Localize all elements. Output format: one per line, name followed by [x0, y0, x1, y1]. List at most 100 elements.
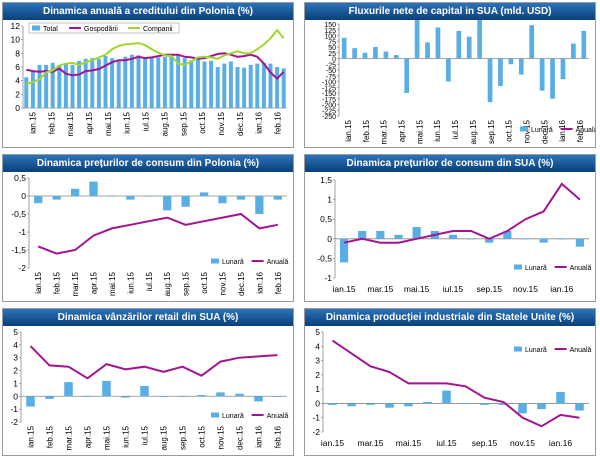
x-tick-label: ian.16	[255, 271, 264, 293]
y-tick-label: 2	[315, 370, 320, 380]
y-tick-label: 0	[21, 191, 26, 201]
x-tick-label: dec.15	[236, 111, 245, 136]
y-tick-label: -50	[326, 68, 336, 75]
x-tick-label: feb.15	[46, 425, 55, 448]
bar	[273, 396, 282, 397]
y-tick-label: -0,5	[317, 253, 332, 263]
bar	[57, 64, 62, 108]
panel-sua-retail: Dinamica vânzărilor retail din SUA (%) 5…	[2, 308, 294, 456]
bar	[556, 392, 565, 404]
panel-polonia-credit: Dinamica anuală a creditului din Polonia…	[2, 2, 294, 148]
x-tick-label: sep.15	[487, 119, 496, 144]
bar	[77, 60, 82, 108]
bar	[442, 390, 451, 404]
bar	[404, 403, 413, 407]
legend-label: Total	[43, 26, 58, 33]
legend-label: Lunară	[531, 127, 553, 134]
x-tick-label: sep.15	[179, 425, 188, 450]
y-tick-label: -2	[312, 427, 320, 437]
y-tick-label: 5	[315, 327, 320, 337]
x-tick-label: mar.15	[380, 119, 389, 144]
chart-title: Dinamica prețurilor de consum din Poloni…	[3, 155, 293, 172]
x-tick-label: apr.15	[90, 271, 99, 294]
x-tick-label: ian.15	[28, 111, 37, 133]
bar	[30, 71, 35, 108]
bar	[339, 238, 349, 263]
panel-sua-cpi: Dinamica prețurilor de consum din SUA (%…	[304, 154, 596, 302]
x-tick-label: iun.15	[126, 271, 135, 293]
bar	[218, 196, 227, 204]
bar	[143, 58, 148, 108]
x-tick-label: apr.15	[85, 111, 94, 134]
bar	[64, 382, 73, 397]
y-tick-label: 12	[11, 21, 21, 31]
y-tick-label: 4	[315, 341, 320, 351]
y-tick-label: -175	[322, 97, 336, 104]
y-tick-label: 50	[328, 45, 336, 52]
bar	[103, 56, 108, 108]
legend-swatch	[32, 25, 40, 31]
bar	[255, 196, 264, 214]
y-tick-label: -1	[324, 273, 332, 283]
x-tick-label: feb.15	[53, 271, 62, 294]
bar	[178, 396, 187, 397]
bar	[50, 62, 55, 108]
bar	[376, 230, 385, 239]
bar	[456, 30, 462, 59]
x-tick-label: feb.15	[362, 119, 371, 142]
x-tick-label: nov.15	[510, 438, 535, 448]
y-tick-label: 5	[13, 327, 18, 337]
bar	[461, 403, 470, 405]
y-tick-label: 0	[15, 103, 20, 113]
bar	[557, 238, 566, 240]
y-tick-label: 25	[328, 51, 336, 58]
x-tick-label: sep.15	[476, 284, 502, 294]
legend-box	[28, 22, 180, 34]
bar	[261, 62, 266, 108]
bar	[96, 58, 101, 108]
x-tick-label: iul.15	[142, 111, 151, 131]
y-tick-label: -1	[10, 404, 18, 414]
bar	[195, 58, 200, 108]
x-tick-label: mai.15	[104, 111, 113, 136]
y-tick-label: -250	[322, 114, 336, 121]
bar	[366, 403, 375, 405]
legend-label: Anuală	[267, 259, 289, 266]
series-line	[343, 182, 581, 244]
y-tick-label: 150	[324, 22, 336, 29]
x-tick-label: nov.15	[217, 111, 226, 135]
x-tick-label: oct.15	[505, 119, 514, 141]
x-tick-label: sep.15	[179, 111, 188, 136]
bar	[107, 196, 117, 197]
bar	[197, 395, 206, 397]
x-tick-label: mar.15	[71, 271, 80, 296]
bar	[529, 25, 535, 59]
bar	[275, 67, 280, 108]
y-tick-label: 1	[315, 384, 320, 394]
y-tick-label: 0	[327, 234, 332, 244]
series-line	[37, 212, 278, 255]
bar	[235, 67, 240, 108]
x-tick-label: ian.16	[558, 119, 567, 141]
bar	[394, 234, 403, 239]
x-tick-label: ian.15	[344, 119, 353, 141]
y-tick-label: -1	[312, 413, 320, 423]
bar	[539, 238, 548, 243]
bar	[169, 54, 174, 108]
bar	[358, 230, 367, 239]
y-tick-label: -0,5	[11, 209, 26, 219]
chart-title: Fluxurile nete de capital in SUA (mld. U…	[305, 3, 595, 20]
bar	[235, 393, 244, 397]
y-tick-label: 1	[327, 195, 332, 205]
panel-sua-productie: Dinamica producției industriale din Stat…	[304, 308, 596, 456]
chart-polonia-credit: 0 2 4 6 8 10 12 ian.15 feb.15 mar.15 apr.15 mai.15 i…	[11, 21, 287, 136]
bar	[140, 386, 149, 397]
bar	[385, 403, 394, 408]
bar	[560, 58, 566, 80]
legend-swatch	[211, 258, 219, 264]
legend-label: Lunară	[525, 265, 547, 272]
x-tick-label: mai.15	[415, 119, 424, 144]
bar	[26, 396, 35, 407]
y-tick-label: 2	[15, 89, 20, 99]
